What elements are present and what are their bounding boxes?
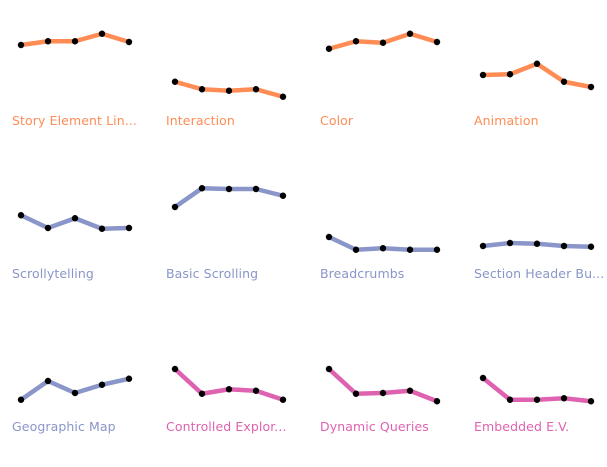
data-point bbox=[225, 87, 233, 94]
data-point bbox=[325, 45, 333, 52]
data-point bbox=[44, 38, 52, 45]
data-point bbox=[533, 396, 541, 403]
panel-1 bbox=[171, 78, 287, 100]
data-point bbox=[433, 246, 441, 253]
data-point bbox=[352, 390, 360, 397]
data-point bbox=[71, 215, 79, 222]
panel-label: Breadcrumbs bbox=[320, 266, 405, 281]
data-point bbox=[560, 78, 568, 85]
panel-9 bbox=[171, 365, 287, 403]
panel-label: Interaction bbox=[166, 113, 235, 128]
series-line bbox=[327, 367, 438, 404]
data-point bbox=[125, 224, 133, 232]
data-point bbox=[352, 246, 360, 253]
data-point bbox=[279, 396, 287, 403]
data-point bbox=[252, 387, 260, 394]
data-point bbox=[587, 243, 595, 250]
panel-5 bbox=[171, 185, 287, 211]
data-point bbox=[533, 240, 541, 247]
data-point bbox=[433, 398, 441, 405]
data-point bbox=[125, 38, 133, 46]
data-point bbox=[198, 185, 206, 192]
data-point bbox=[506, 396, 514, 403]
data-point bbox=[17, 396, 25, 403]
data-point bbox=[533, 60, 541, 67]
data-point bbox=[560, 242, 568, 250]
panel-label: Basic Scrolling bbox=[166, 266, 259, 281]
panel-8 bbox=[17, 375, 133, 403]
panel-10 bbox=[325, 365, 441, 405]
data-point bbox=[433, 38, 441, 46]
panel-3 bbox=[479, 60, 595, 91]
panel-label: Controlled Explor... bbox=[166, 419, 287, 434]
data-point bbox=[479, 374, 487, 382]
data-point bbox=[379, 39, 387, 46]
data-point bbox=[406, 387, 414, 394]
data-point bbox=[17, 212, 25, 219]
data-point bbox=[325, 233, 333, 241]
data-point bbox=[198, 86, 206, 93]
data-point bbox=[379, 245, 387, 252]
data-point bbox=[171, 365, 179, 373]
data-point bbox=[98, 30, 106, 37]
panel-6 bbox=[325, 233, 441, 253]
panel-label: Dynamic Queries bbox=[320, 419, 429, 434]
data-point bbox=[98, 225, 106, 232]
panel-label: Geographic Map bbox=[12, 419, 116, 434]
data-point bbox=[479, 71, 487, 79]
data-point bbox=[560, 395, 568, 402]
panel-2 bbox=[325, 30, 441, 52]
panel-11 bbox=[479, 374, 595, 405]
data-point bbox=[252, 86, 260, 93]
data-point bbox=[406, 30, 414, 37]
data-point bbox=[171, 78, 179, 85]
panel-7 bbox=[479, 239, 595, 250]
data-point bbox=[379, 389, 387, 397]
data-point bbox=[17, 41, 25, 49]
series-line bbox=[173, 367, 284, 402]
panel-label: Section Header Bu... bbox=[474, 266, 605, 281]
panel-label: Color bbox=[320, 113, 354, 128]
data-point bbox=[587, 83, 595, 91]
data-point bbox=[125, 375, 133, 382]
data-point bbox=[44, 377, 52, 385]
data-point bbox=[198, 390, 206, 397]
data-point bbox=[71, 389, 79, 397]
data-point bbox=[71, 38, 79, 45]
data-point bbox=[506, 71, 514, 78]
series-line bbox=[19, 376, 130, 402]
data-point bbox=[171, 203, 179, 211]
data-point bbox=[352, 38, 360, 45]
panel-0 bbox=[17, 30, 133, 49]
panel-label: Animation bbox=[474, 113, 539, 128]
data-point bbox=[479, 242, 487, 250]
panel-label: Embedded E.V. bbox=[474, 419, 570, 434]
data-point bbox=[225, 185, 233, 193]
data-point bbox=[98, 381, 106, 388]
panel-4 bbox=[17, 212, 133, 232]
data-point bbox=[279, 192, 287, 199]
data-point bbox=[225, 386, 233, 393]
series-line bbox=[482, 61, 592, 90]
data-point bbox=[406, 246, 414, 253]
data-point bbox=[587, 398, 595, 405]
data-point bbox=[279, 93, 287, 100]
data-point bbox=[44, 224, 52, 232]
data-point bbox=[325, 365, 333, 373]
panel-label: Story Element Lin... bbox=[12, 113, 137, 128]
data-point bbox=[252, 185, 260, 193]
panel-label: Scrollytelling bbox=[12, 266, 94, 281]
data-point bbox=[506, 239, 514, 247]
